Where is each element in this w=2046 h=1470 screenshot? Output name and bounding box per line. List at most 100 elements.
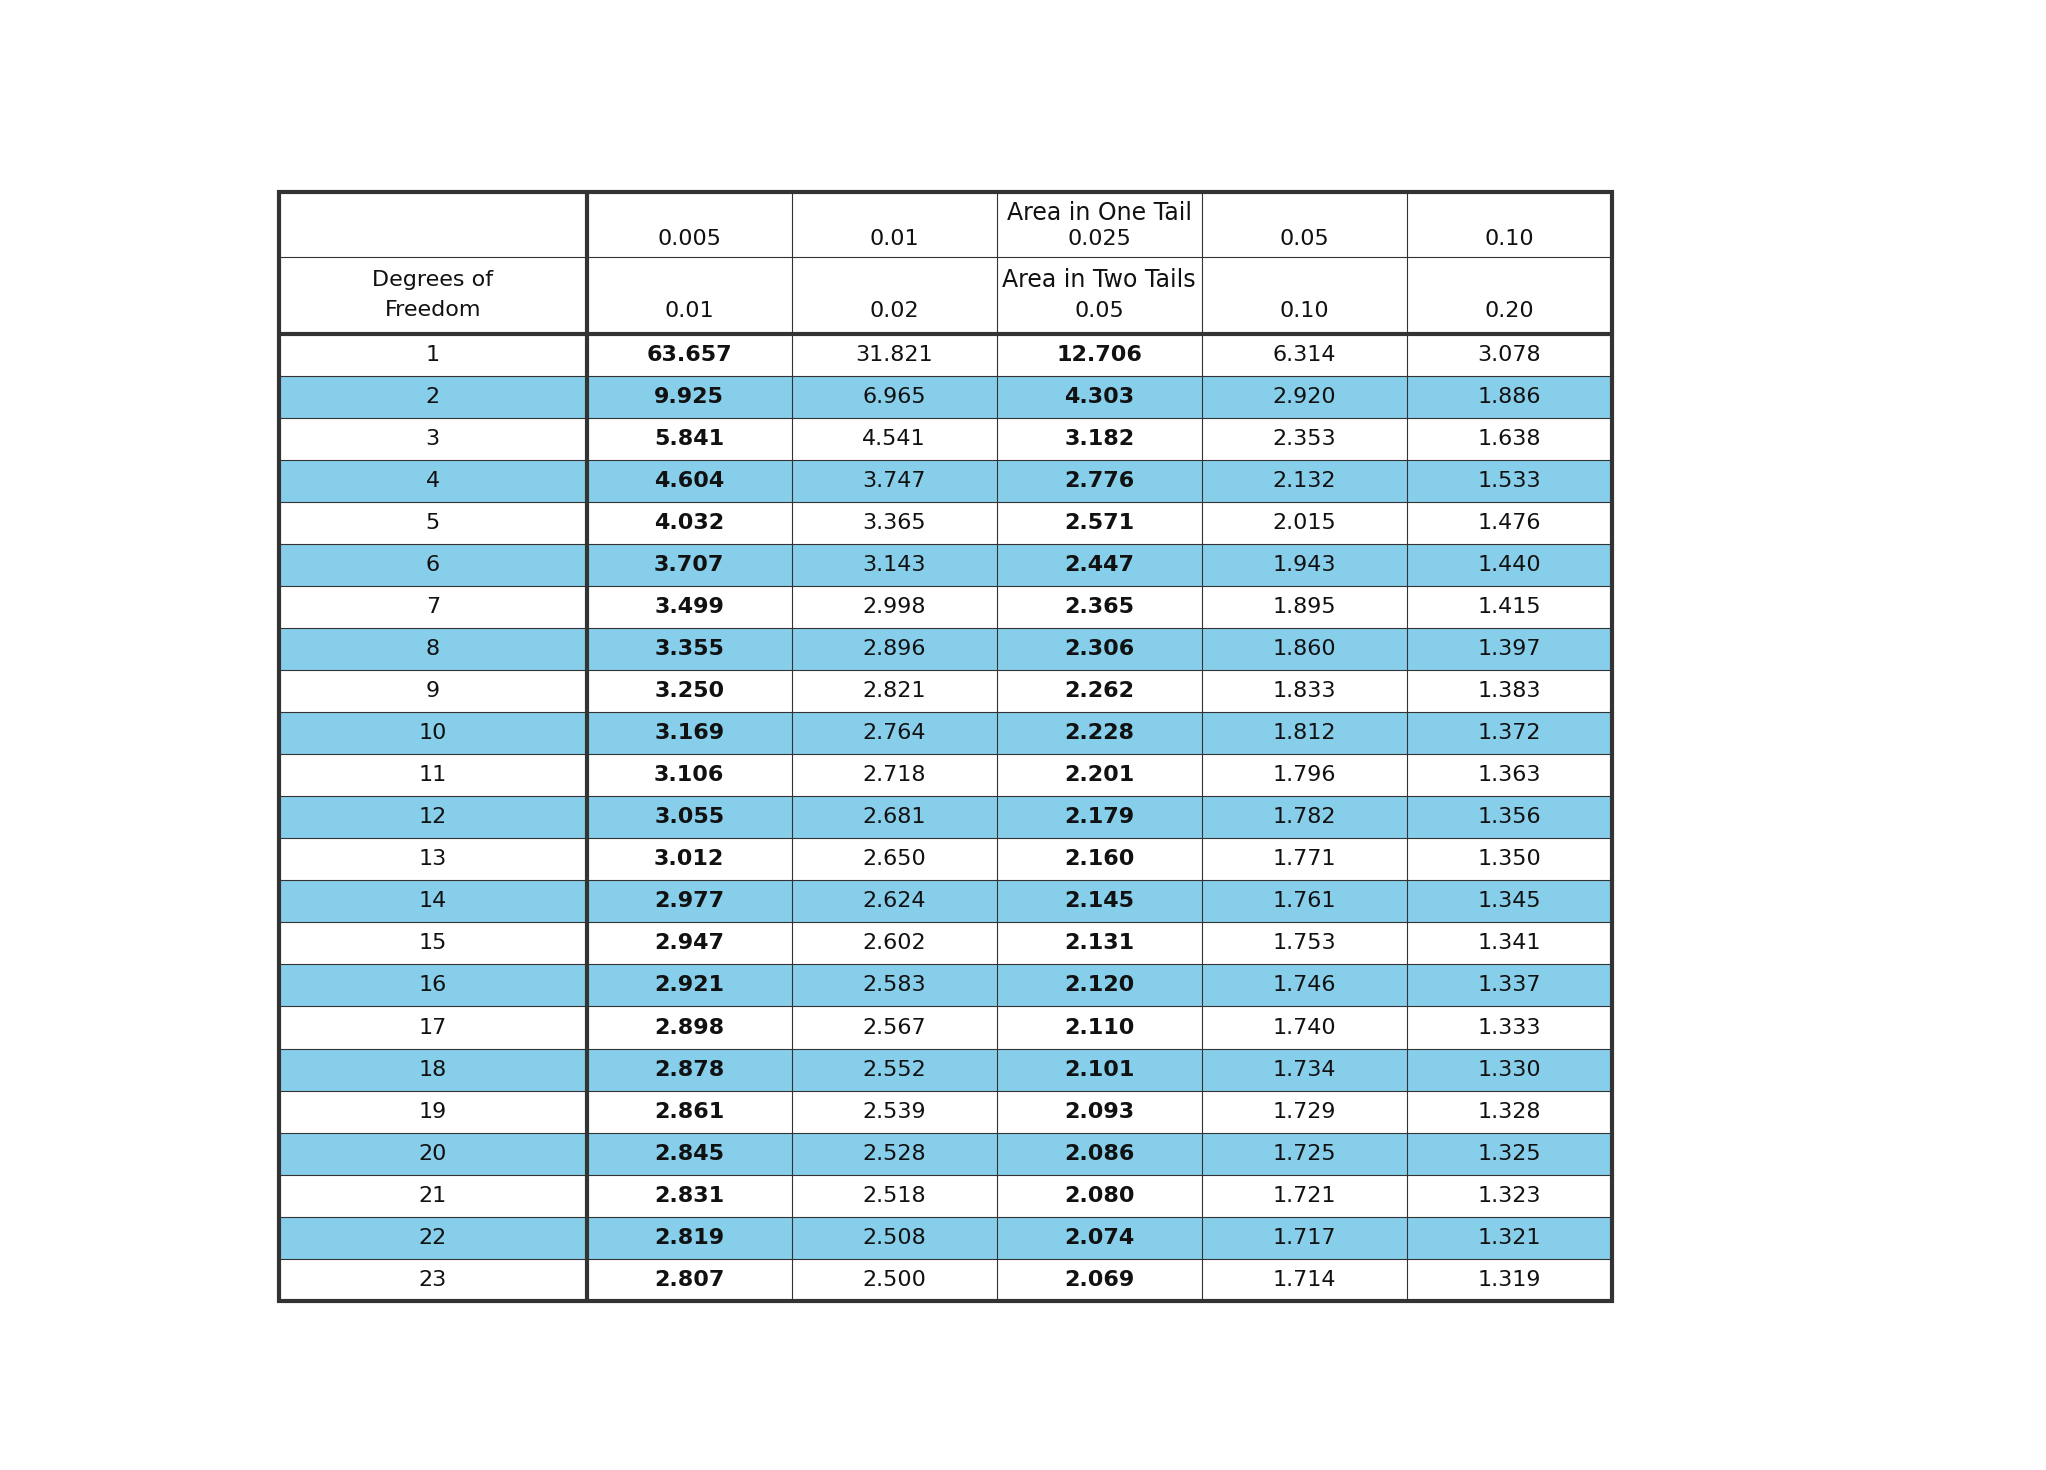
Text: 2.718: 2.718	[863, 766, 927, 785]
Text: 2.086: 2.086	[1064, 1144, 1133, 1164]
Bar	[278, 1217, 587, 1258]
Text: 1.860: 1.860	[1273, 639, 1336, 660]
Text: Freedom: Freedom	[385, 300, 481, 319]
Bar	[792, 334, 996, 376]
Text: 1.321: 1.321	[1477, 1227, 1541, 1248]
Text: 2.145: 2.145	[1064, 891, 1133, 911]
Text: 16: 16	[419, 976, 446, 995]
Bar	[587, 964, 792, 1007]
Bar	[792, 1091, 996, 1132]
Bar	[996, 628, 1201, 670]
Text: 2.896: 2.896	[863, 639, 927, 660]
Bar	[1201, 838, 1408, 881]
Bar	[1408, 628, 1612, 670]
Text: Degrees of: Degrees of	[372, 270, 493, 291]
Bar	[587, 881, 792, 923]
Text: 6: 6	[426, 556, 440, 575]
Bar	[278, 419, 587, 460]
Text: 6.314: 6.314	[1273, 345, 1336, 365]
Text: 14: 14	[419, 891, 446, 911]
Text: 2.602: 2.602	[863, 933, 927, 954]
Bar	[1201, 1258, 1408, 1301]
Bar	[278, 628, 587, 670]
Text: 1.333: 1.333	[1477, 1017, 1541, 1038]
Bar	[1201, 460, 1408, 503]
Text: 2.228: 2.228	[1064, 723, 1133, 744]
Text: 1.372: 1.372	[1477, 723, 1541, 744]
Text: 1.771: 1.771	[1273, 850, 1336, 869]
Bar	[587, 838, 792, 881]
Bar	[1201, 544, 1408, 587]
Bar	[1201, 1217, 1408, 1258]
Text: 10: 10	[419, 723, 446, 744]
Text: 0.005: 0.005	[657, 229, 720, 248]
Text: 2.262: 2.262	[1064, 682, 1133, 701]
Bar	[792, 419, 996, 460]
Bar	[587, 587, 792, 628]
Bar	[1408, 419, 1612, 460]
Text: 2.500: 2.500	[861, 1270, 927, 1289]
Text: 1.796: 1.796	[1273, 766, 1336, 785]
Text: 2.518: 2.518	[863, 1186, 927, 1205]
Text: 3: 3	[426, 429, 440, 450]
Text: 2: 2	[426, 387, 440, 407]
Text: 2.201: 2.201	[1064, 766, 1133, 785]
Text: 20: 20	[419, 1144, 446, 1164]
Bar	[996, 1175, 1201, 1217]
Text: 2.132: 2.132	[1273, 472, 1336, 491]
Text: 1.363: 1.363	[1477, 766, 1541, 785]
Bar	[792, 1175, 996, 1217]
Bar	[1408, 754, 1612, 797]
Bar	[792, 1132, 996, 1175]
Text: 1.717: 1.717	[1273, 1227, 1336, 1248]
Text: 0.10: 0.10	[1485, 229, 1534, 248]
Bar	[1201, 376, 1408, 419]
Text: 17: 17	[419, 1017, 446, 1038]
Bar	[996, 587, 1201, 628]
Bar	[587, 460, 792, 503]
Bar	[792, 628, 996, 670]
Bar	[1201, 1175, 1408, 1217]
Text: 4.303: 4.303	[1064, 387, 1133, 407]
Bar	[278, 1007, 587, 1048]
Text: 2.353: 2.353	[1273, 429, 1336, 450]
Text: 2.508: 2.508	[861, 1227, 927, 1248]
Bar	[587, 544, 792, 587]
Bar	[278, 670, 587, 713]
Text: 2.583: 2.583	[863, 976, 927, 995]
Bar	[587, 1007, 792, 1048]
Text: 1.533: 1.533	[1477, 472, 1541, 491]
Text: 2.528: 2.528	[863, 1144, 927, 1164]
Text: 2.947: 2.947	[655, 933, 724, 954]
Text: 0.10: 0.10	[1279, 301, 1330, 320]
Bar	[278, 1175, 587, 1217]
Bar	[587, 713, 792, 754]
Bar	[792, 1217, 996, 1258]
Text: 2.539: 2.539	[863, 1101, 927, 1122]
Bar	[278, 1048, 587, 1091]
Text: 1.740: 1.740	[1273, 1017, 1336, 1038]
Bar	[587, 376, 792, 419]
Text: 0.025: 0.025	[1068, 229, 1131, 248]
Bar	[278, 923, 587, 964]
Bar	[996, 838, 1201, 881]
Text: 1.383: 1.383	[1477, 682, 1541, 701]
Text: 8: 8	[426, 639, 440, 660]
Bar	[996, 503, 1201, 544]
Text: 3.747: 3.747	[863, 472, 927, 491]
Bar	[278, 460, 587, 503]
Bar	[1201, 881, 1408, 923]
Bar	[587, 1132, 792, 1175]
Text: 2.624: 2.624	[863, 891, 927, 911]
Text: 1.943: 1.943	[1273, 556, 1336, 575]
Text: 3.250: 3.250	[655, 682, 724, 701]
Bar	[1408, 1007, 1612, 1048]
Text: 2.776: 2.776	[1064, 472, 1133, 491]
Text: 63.657: 63.657	[647, 345, 732, 365]
Bar	[996, 419, 1201, 460]
Bar	[1408, 1091, 1612, 1132]
Text: 2.567: 2.567	[863, 1017, 927, 1038]
Bar	[587, 1091, 792, 1132]
Bar	[996, 670, 1201, 713]
Bar	[1201, 713, 1408, 754]
